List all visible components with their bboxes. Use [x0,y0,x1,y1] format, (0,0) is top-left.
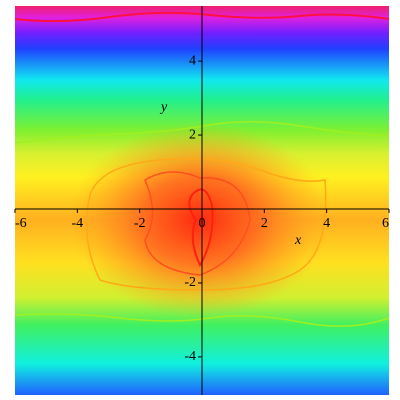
x-tick-label: 6 [382,216,389,231]
y-tick-label: -2 [184,275,196,290]
x-tick-label: -6 [15,216,27,231]
x-tick-label: 4 [323,216,330,231]
x-tick-label: 2 [261,216,268,231]
y-tick-label: -4 [184,349,196,364]
y-tick-label: 4 [189,53,196,68]
x-tick-label: 0 [199,216,206,231]
x-tick-label: -4 [71,216,83,231]
x-axis-label: x [294,233,302,248]
x-tick-label: -2 [134,216,146,231]
y-axis-label: y [159,100,168,115]
y-tick-label: 2 [189,127,196,142]
